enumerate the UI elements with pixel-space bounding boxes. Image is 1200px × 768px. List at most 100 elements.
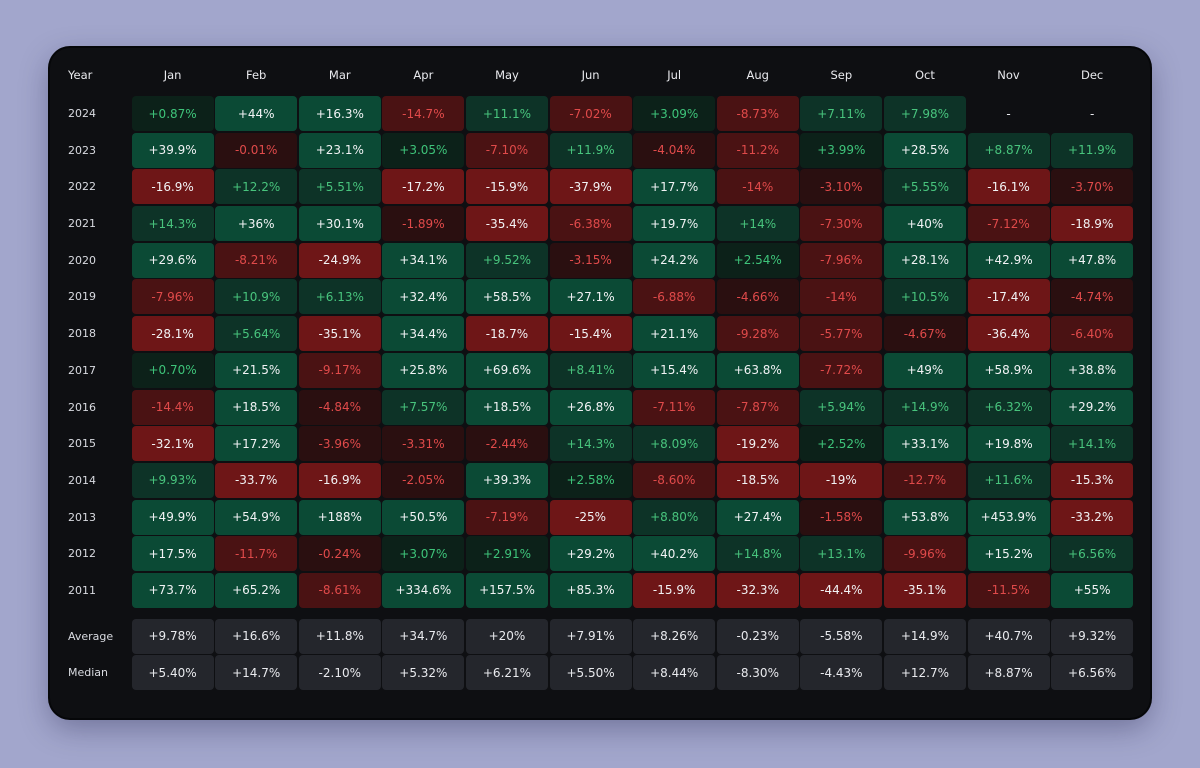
month-header-dec: Dec <box>1080 68 1104 82</box>
return-cell: +28.1% <box>883 242 966 278</box>
year-label: 2021 <box>68 217 96 231</box>
return-cell: -18.5% <box>716 462 799 498</box>
return-cell: +23.1% <box>298 132 381 168</box>
return-cell: -7.11% <box>633 389 716 425</box>
year-label: 2013 <box>68 510 96 524</box>
stat-label: Median <box>68 666 109 680</box>
return-cell: -4.04% <box>633 132 716 168</box>
stat-cell: +14.9% <box>883 618 966 654</box>
stat-cell: +8.44% <box>633 655 716 691</box>
return-cell: +49% <box>883 352 966 388</box>
return-cell: +14% <box>716 206 799 242</box>
return-cell: -4.67% <box>883 316 966 352</box>
year-label: 2022 <box>68 180 96 194</box>
month-header-nov: Nov <box>997 68 1020 82</box>
return-cell: +7.57% <box>382 389 465 425</box>
stat-label: Average <box>68 629 114 643</box>
stat-cell: +40.7% <box>967 618 1050 654</box>
return-cell: -7.72% <box>800 352 883 388</box>
return-cell: +453.9% <box>967 499 1050 535</box>
stat-cell: +8.26% <box>633 618 716 654</box>
return-cell: -3.70% <box>1051 169 1134 205</box>
stat-cell: -0.23% <box>716 618 799 654</box>
return-cell: -8.73% <box>716 96 799 131</box>
return-cell: -4.66% <box>716 279 799 315</box>
return-cell: +14.9% <box>883 389 966 425</box>
return-cell: -12.7% <box>883 462 966 498</box>
returns-heatmap-grid: Year Jan Feb Mar Apr May Jun Jul Aug Sep… <box>58 60 1134 692</box>
return-cell: -6.88% <box>633 279 716 315</box>
return-cell: +42.9% <box>967 242 1050 278</box>
return-cell: -19.2% <box>716 426 799 462</box>
month-header-aug: Aug <box>746 68 769 82</box>
return-cell: -14.4% <box>131 389 214 425</box>
month-header-feb: Feb <box>246 68 267 82</box>
month-header-may: May <box>495 68 519 82</box>
return-cell: -5.77% <box>800 316 883 352</box>
return-cell: +85.3% <box>549 572 632 608</box>
return-cell: -6.40% <box>1051 316 1134 352</box>
return-cell: +11.6% <box>967 462 1050 498</box>
return-cell: +13.1% <box>800 536 883 572</box>
return-cell: -7.30% <box>800 206 883 242</box>
return-cell: +12.2% <box>215 169 298 205</box>
return-cell: +10.5% <box>883 279 966 315</box>
year-label: 2018 <box>68 327 96 341</box>
return-cell: +6.56% <box>1051 536 1134 572</box>
return-cell: +7.11% <box>800 96 883 131</box>
stat-cell: +8.87% <box>967 655 1050 691</box>
return-cell: +10.9% <box>215 279 298 315</box>
return-cell: -7.02% <box>549 96 632 131</box>
stat-cell: +7.91% <box>549 618 632 654</box>
return-cell: +188% <box>298 499 381 535</box>
return-cell: -4.84% <box>298 389 381 425</box>
return-cell: - <box>1089 106 1095 121</box>
return-cell: +8.80% <box>633 499 716 535</box>
return-cell: +0.70% <box>131 352 214 388</box>
stat-cell: +5.50% <box>549 655 632 691</box>
return-cell: -9.96% <box>883 536 966 572</box>
return-cell: +7.98% <box>883 96 966 131</box>
return-cell: -15.9% <box>633 572 716 608</box>
return-cell: -2.05% <box>382 462 465 498</box>
returns-heatmap-card: Year Jan Feb Mar Apr May Jun Jul Aug Sep… <box>50 48 1150 718</box>
return-cell: -18.9% <box>1051 206 1134 242</box>
return-cell: -18.7% <box>465 316 548 352</box>
stat-cell: +12.7% <box>883 655 966 691</box>
return-cell: -35.4% <box>465 206 548 242</box>
return-cell: -24.9% <box>298 242 381 278</box>
return-cell: +32.4% <box>382 279 465 315</box>
stat-cell: -8.30% <box>716 655 799 691</box>
return-cell: +5.51% <box>298 169 381 205</box>
return-cell: +2.52% <box>800 426 883 462</box>
return-cell: +69.6% <box>465 352 548 388</box>
return-cell: +3.07% <box>382 536 465 572</box>
return-cell: +6.13% <box>298 279 381 315</box>
return-cell: +55% <box>1051 572 1134 608</box>
year-label: 2024 <box>68 107 96 120</box>
stat-cell: -2.10% <box>298 655 381 691</box>
return-cell: -11.2% <box>716 132 799 168</box>
return-cell: +58.9% <box>967 352 1050 388</box>
stat-cell: -5.58% <box>800 618 883 654</box>
month-header-apr: Apr <box>413 68 434 82</box>
return-cell: +25.8% <box>382 352 465 388</box>
return-cell: +11.1% <box>465 96 548 131</box>
return-cell: +27.1% <box>549 279 632 315</box>
return-cell: -8.60% <box>633 462 716 498</box>
return-cell: +334.6% <box>382 572 465 608</box>
return-cell: +34.4% <box>382 316 465 352</box>
stat-cell: +5.40% <box>131 655 214 691</box>
stat-cell: +34.7% <box>382 618 465 654</box>
return-cell: -7.12% <box>967 206 1050 242</box>
return-cell: -32.1% <box>131 426 214 462</box>
return-cell: +27.4% <box>716 499 799 535</box>
return-cell: +53.8% <box>883 499 966 535</box>
return-cell: +54.9% <box>215 499 298 535</box>
return-cell: -7.10% <box>465 132 548 168</box>
return-cell: -35.1% <box>883 572 966 608</box>
return-cell: +2.58% <box>549 462 632 498</box>
return-cell: +38.8% <box>1051 352 1134 388</box>
return-cell: +8.41% <box>549 352 632 388</box>
return-cell: +17.7% <box>633 169 716 205</box>
